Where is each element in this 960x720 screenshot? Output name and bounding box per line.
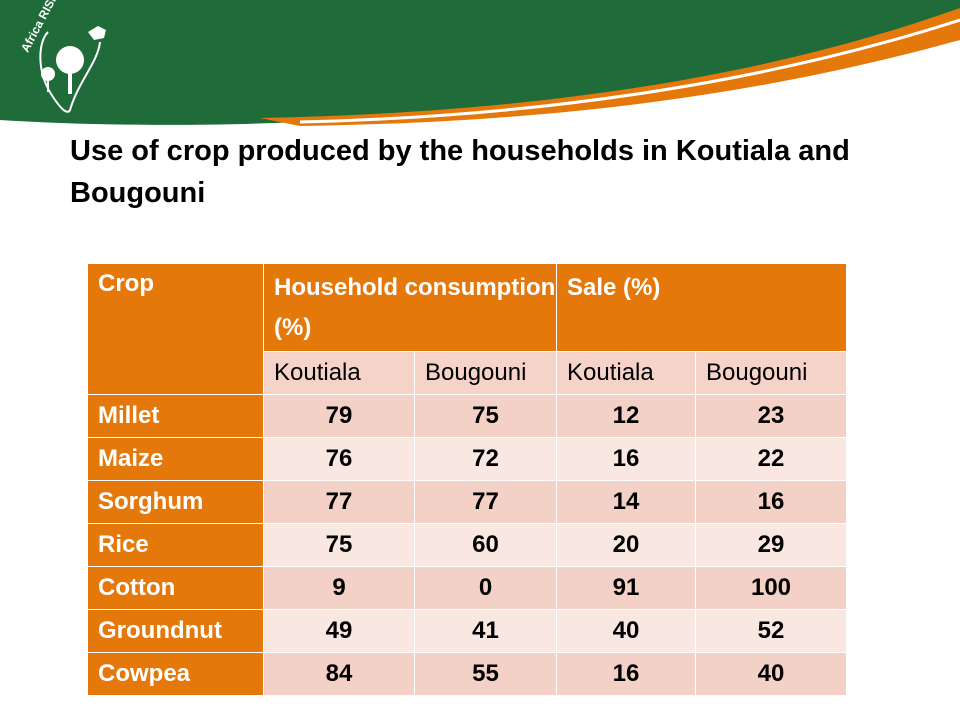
subheader-bougouni: Bougouni [695, 351, 847, 395]
table-row: Maize 76 72 16 22 [87, 437, 847, 481]
value-cell: 40 [695, 652, 847, 696]
crop-name: Millet [87, 394, 264, 438]
value-cell: 20 [556, 523, 696, 567]
crop-name: Groundnut [87, 609, 264, 653]
value-cell: 29 [695, 523, 847, 567]
value-cell: 72 [414, 437, 557, 481]
value-cell: 23 [695, 394, 847, 438]
crop-column-header: Crop [87, 263, 264, 395]
value-cell: 84 [263, 652, 415, 696]
value-cell: 16 [556, 652, 696, 696]
crop-name: Rice [87, 523, 264, 567]
value-cell: 79 [263, 394, 415, 438]
value-cell: 77 [414, 480, 557, 524]
table-row: Rice 75 60 20 29 [87, 523, 847, 567]
value-cell: 77 [263, 480, 415, 524]
sale-header: Sale (%) [556, 263, 847, 352]
table-row: Millet 79 75 12 23 [87, 394, 847, 438]
subheader-row: Koutiala Bougouni Koutiala Bougouni [88, 351, 847, 395]
crop-name: Sorghum [87, 480, 264, 524]
value-cell: 60 [414, 523, 557, 567]
value-cell: 75 [263, 523, 415, 567]
value-cell: 100 [695, 566, 847, 610]
subheader-bougouni: Bougouni [414, 351, 557, 395]
value-cell: 55 [414, 652, 557, 696]
value-cell: 91 [556, 566, 696, 610]
household-consumption-header: Household consumption (%) [263, 263, 557, 352]
value-cell: 0 [414, 566, 557, 610]
value-cell: 76 [263, 437, 415, 481]
value-cell: 40 [556, 609, 696, 653]
crop-name: Cotton [87, 566, 264, 610]
table-row: Sorghum 77 77 14 16 [87, 480, 847, 524]
header-row: Crop Household consumption (%) Sale (%) [87, 263, 847, 395]
crop-name: Cowpea [87, 652, 264, 696]
subheader-koutiala: Koutiala [556, 351, 696, 395]
value-cell: 49 [263, 609, 415, 653]
value-cell: 16 [556, 437, 696, 481]
value-cell: 75 [414, 394, 557, 438]
value-cell: 14 [556, 480, 696, 524]
subheader-koutiala: Koutiala [263, 351, 415, 395]
table-row: Groundnut 49 41 40 52 [87, 609, 847, 653]
value-cell: 52 [695, 609, 847, 653]
value-cell: 22 [695, 437, 847, 481]
table-row: Cowpea 84 55 16 40 [87, 652, 847, 696]
crop-use-table: Crop Household consumption (%) Sale (%) … [87, 263, 847, 696]
africa-rising-logo: Africa RISING [8, 0, 128, 120]
value-cell: 9 [263, 566, 415, 610]
value-cell: 16 [695, 480, 847, 524]
page-title: Use of crop produced by the households i… [70, 135, 850, 209]
value-cell: 41 [414, 609, 557, 653]
crop-name: Maize [87, 437, 264, 481]
header-banner [0, 0, 960, 126]
table-row: Cotton 9 0 91 100 [87, 566, 847, 610]
value-cell: 12 [556, 394, 696, 438]
